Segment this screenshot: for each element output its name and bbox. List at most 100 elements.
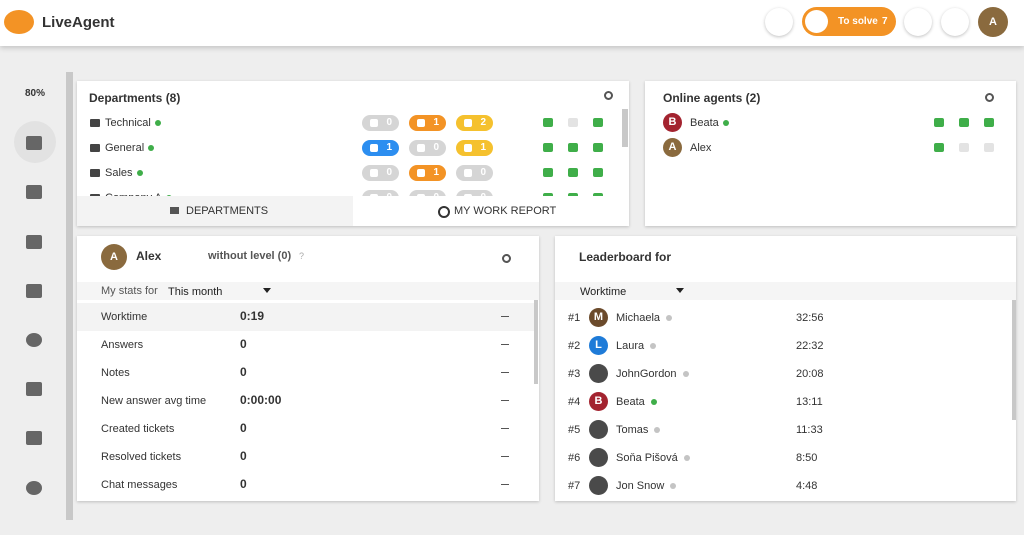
call-action[interactable] [984, 143, 994, 152]
dashboard-icon[interactable] [26, 136, 42, 150]
agent-value: 11:33 [796, 424, 823, 436]
chat-action[interactable] [568, 143, 578, 152]
dropdown-arrow[interactable] [263, 288, 271, 293]
mail-action[interactable] [934, 143, 944, 152]
dropdown-arrow[interactable] [676, 288, 684, 293]
arrow-icon [501, 372, 509, 373]
call-count: 1 [409, 115, 446, 131]
stat-label: Created tickets [101, 423, 175, 435]
rank: #2 [568, 340, 581, 352]
status-dot [666, 315, 672, 321]
mail-action[interactable] [934, 118, 944, 127]
agent-value: 8:50 [796, 452, 818, 464]
zoom-level: 80% [25, 88, 46, 99]
metric-select[interactable]: Worktime [580, 286, 627, 298]
refresh-icon[interactable] [985, 93, 994, 102]
agent-avatar: B [663, 113, 682, 132]
logo-icon [4, 10, 34, 34]
call-count: 1 [409, 165, 446, 181]
chat-action[interactable] [568, 193, 578, 196]
rank: #5 [568, 424, 581, 436]
agent-value: 13:11 [796, 396, 823, 408]
chat-action[interactable] [959, 143, 969, 152]
add-button[interactable] [765, 8, 793, 36]
agent-avatar: L [589, 336, 608, 355]
call-action[interactable] [593, 118, 603, 127]
online-agents-panel: Online agents (2) B Beata A Alex [645, 81, 1016, 226]
chat-action[interactable] [959, 118, 969, 127]
refresh-icon[interactable] [502, 254, 511, 263]
chat-count: 0 [362, 165, 399, 181]
status-dot [654, 427, 660, 433]
status-dot [155, 120, 161, 126]
period-select[interactable]: This month [168, 286, 223, 298]
reports-icon[interactable] [26, 333, 42, 347]
mail-count: 1 [456, 140, 493, 156]
sidebar-scrollbar [66, 72, 73, 520]
chat-button[interactable] [904, 8, 932, 36]
agent-avatar: B [589, 392, 608, 411]
user-avatar[interactable]: A [978, 7, 1008, 37]
mail-count: 0 [456, 190, 493, 196]
folder-icon [170, 207, 179, 214]
status-dot [723, 120, 729, 126]
call-button[interactable] [941, 8, 969, 36]
header: LiveAgent To solve 7 A [0, 0, 1024, 46]
status-dot [166, 195, 172, 196]
stat-row[interactable]: Resolved tickets 0 [77, 443, 534, 471]
stat-value: 0:00:00 [240, 393, 282, 407]
contacts-icon[interactable] [26, 382, 42, 396]
agent-name: Alex [690, 142, 712, 154]
status-dot [148, 145, 154, 151]
mail-action[interactable] [543, 118, 553, 127]
tab-label: MY WORK REPORT [454, 205, 557, 217]
refresh-icon[interactable] [604, 91, 613, 100]
mail-action[interactable] [543, 168, 553, 177]
logo-text: LiveAgent [42, 14, 115, 31]
agent-value: 4:48 [796, 480, 818, 492]
stat-row[interactable]: Notes 0 [77, 359, 534, 387]
call-action[interactable] [593, 143, 603, 152]
tickets-icon[interactable] [26, 185, 42, 199]
tab-label: DEPARTMENTS [186, 205, 269, 217]
knowledgebase-icon[interactable] [26, 431, 42, 445]
rank: #4 [568, 396, 581, 408]
agent-name: Alex [136, 249, 162, 263]
help-icon[interactable]: ? [299, 251, 305, 261]
stat-row[interactable]: Worktime 0:19 [77, 303, 534, 331]
departments-title: Departments (8) [89, 91, 181, 105]
agent-value: 32:56 [796, 312, 824, 324]
agent-avatar [589, 448, 608, 467]
scrollbar [534, 300, 538, 384]
chat-action[interactable] [568, 118, 578, 127]
agent-name: Michaela [616, 312, 661, 324]
mail-action[interactable] [543, 193, 553, 196]
leaderboard-title: Leaderboard for [579, 250, 672, 264]
calls-icon[interactable] [26, 284, 42, 298]
call-action[interactable] [984, 118, 994, 127]
metric-bar: Worktime [555, 282, 1016, 300]
chat-action[interactable] [568, 168, 578, 177]
stat-row[interactable]: Chat messages 0 [77, 471, 534, 499]
stat-label: Notes [101, 367, 130, 379]
stat-value: 0 [240, 421, 247, 435]
chats-icon[interactable] [26, 235, 42, 249]
departments-tab[interactable]: DEPARTMENTS [77, 196, 353, 226]
call-action[interactable] [593, 193, 603, 196]
stat-row[interactable]: Created tickets 0 [77, 415, 534, 443]
mail-action[interactable] [543, 143, 553, 152]
stat-row[interactable]: Answers 0 [77, 331, 534, 359]
scrollbar [1012, 300, 1016, 420]
status-dot [670, 483, 676, 489]
settings-icon[interactable] [26, 481, 42, 495]
to-solve-count: 7 [882, 16, 888, 27]
to-solve-button[interactable]: To solve 7 [802, 7, 896, 36]
arrow-icon [501, 316, 509, 317]
department-name: Sales [105, 167, 133, 179]
period-bar: My stats for This month [77, 282, 539, 300]
work-report-tab[interactable]: MY WORK REPORT [353, 196, 629, 226]
stat-row[interactable]: New answer avg time 0:00:00 [77, 387, 534, 415]
call-action[interactable] [593, 168, 603, 177]
arrow-icon [501, 484, 509, 485]
